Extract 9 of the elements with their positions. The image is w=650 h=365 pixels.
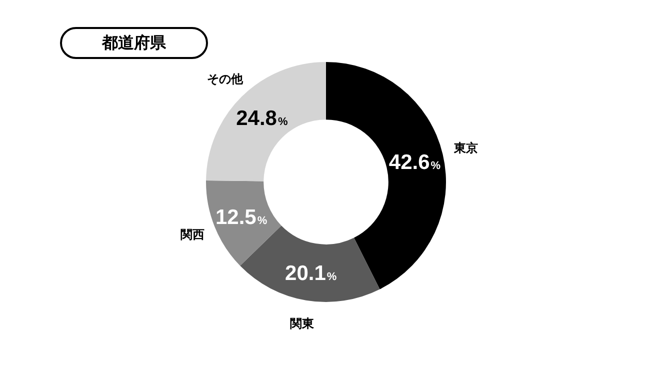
data-label: 24.8%: [236, 107, 288, 130]
slice-label: 関東: [290, 316, 316, 330]
data-label: 12.5%: [215, 206, 268, 229]
slice-label: 東京: [453, 141, 478, 156]
slice-label: 関西: [180, 228, 204, 242]
data-label: 20.1%: [285, 262, 337, 285]
slice-label: その他: [206, 72, 244, 86]
data-label: 42.6%: [388, 150, 441, 174]
chart-title: 都道府県: [60, 27, 208, 59]
